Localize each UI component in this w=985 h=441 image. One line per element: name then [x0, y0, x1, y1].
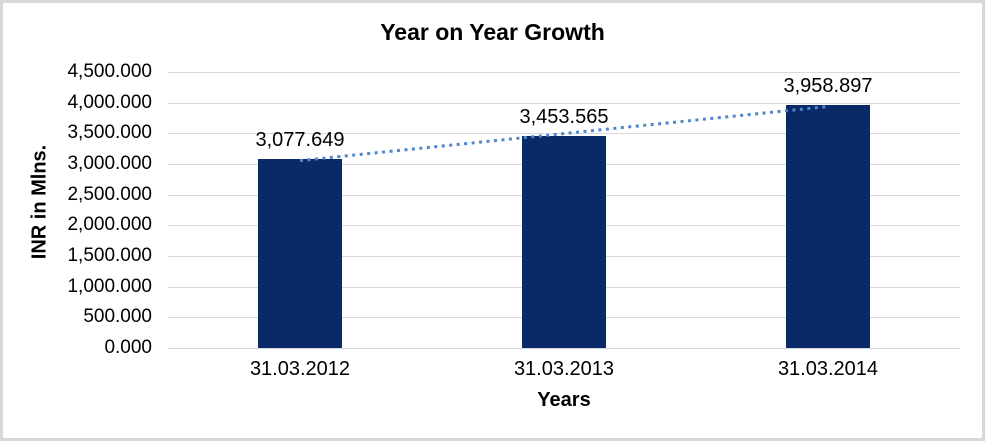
y-tick-label: 0.000 [104, 337, 152, 358]
y-tick-label: 3,000.000 [67, 153, 152, 174]
y-axis-tick-labels: 0.000 500.000 1,000.000 1,500.000 2,000.000 2… [56, 3, 152, 438]
y-tick-label: 4,500.000 [67, 61, 152, 82]
y-axis-title: INR in Mlns. [28, 144, 51, 260]
bar-value-label: 3,453.565 [519, 106, 609, 129]
trendline [299, 105, 829, 163]
y-tick-label: 2,000.000 [67, 214, 152, 236]
y-tick-label: 3,500.000 [67, 122, 152, 144]
gridline [168, 348, 960, 349]
plot-area: 3,077.649 3,453.565 3,958.897 [168, 72, 960, 349]
x-tick-label: 31.03.2013 [513, 358, 615, 380]
x-axis-tick-labels: 31.03.2012 31.03.2013 31.03.2014 [168, 358, 960, 382]
gridline [168, 72, 960, 73]
y-tick-label: 2,500.000 [67, 183, 152, 205]
y-tick-label: 4,000.000 [67, 91, 152, 113]
bar [258, 159, 342, 348]
y-tick-label: 1,000.000 [67, 275, 152, 297]
bar [786, 105, 870, 348]
bar-value-label: 3,077.649 [255, 129, 345, 152]
chart-title: Year on Year Growth [380, 19, 605, 45]
y-tick-label: 500.000 [83, 306, 152, 328]
x-tick-label: 31.03.2014 [777, 358, 879, 380]
bar [522, 136, 606, 348]
bar-value-label: 3,958.897 [783, 75, 873, 98]
gridline [168, 102, 960, 104]
y-tick-label: 1,500.000 [67, 245, 152, 266]
x-tick-label: 31.03.2012 [249, 358, 351, 380]
x-axis-title: Years [537, 389, 591, 411]
